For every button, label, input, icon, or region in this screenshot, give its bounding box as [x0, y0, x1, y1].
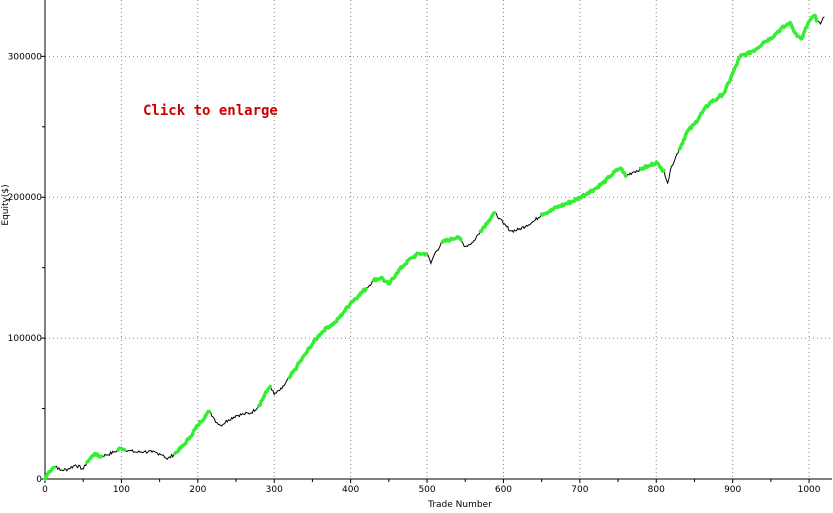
- new-high-segment: [371, 251, 429, 287]
- new-high-segment: [85, 451, 104, 464]
- chart-axes: [44, 0, 832, 480]
- x-tick-label: 400: [342, 485, 359, 495]
- x-tick-label: 200: [189, 485, 206, 495]
- new-high-segment: [287, 287, 368, 380]
- y-tick-label: 200000: [8, 193, 43, 203]
- new-high-markers: [43, 13, 819, 481]
- y-tick-label: 0: [36, 475, 42, 485]
- new-high-segment: [639, 160, 666, 173]
- y-tick-label: 300000: [8, 52, 43, 62]
- y-tick-label: 100000: [8, 334, 43, 344]
- x-tick-label: 800: [648, 485, 665, 495]
- x-tick-label: 1000: [798, 485, 821, 495]
- x-axis-ticks: 0 100 200 300 400 500 600 700 800 900 1000: [42, 479, 821, 495]
- x-tick-label: 700: [571, 485, 588, 495]
- y-axis-title: Equity($): [1, 184, 11, 225]
- new-high-segment: [677, 13, 819, 152]
- new-high-segment: [440, 234, 463, 245]
- x-tick-label: 300: [266, 485, 283, 495]
- x-tick-label: 100: [113, 485, 130, 495]
- x-tick-label: 600: [495, 485, 512, 495]
- new-high-segment: [539, 166, 628, 217]
- x-axis-title: Trade Number: [427, 500, 492, 510]
- new-high-segment: [116, 446, 127, 452]
- x-tick-label: 0: [42, 485, 48, 495]
- x-tick-label: 500: [418, 485, 435, 495]
- new-high-segment: [478, 210, 497, 234]
- new-high-segment: [173, 409, 212, 456]
- new-high-segment: [43, 465, 56, 481]
- new-high-segment: [257, 384, 273, 408]
- click-to-enlarge-link[interactable]: Click to enlarge: [143, 103, 278, 119]
- x-tick-label: 900: [724, 485, 741, 495]
